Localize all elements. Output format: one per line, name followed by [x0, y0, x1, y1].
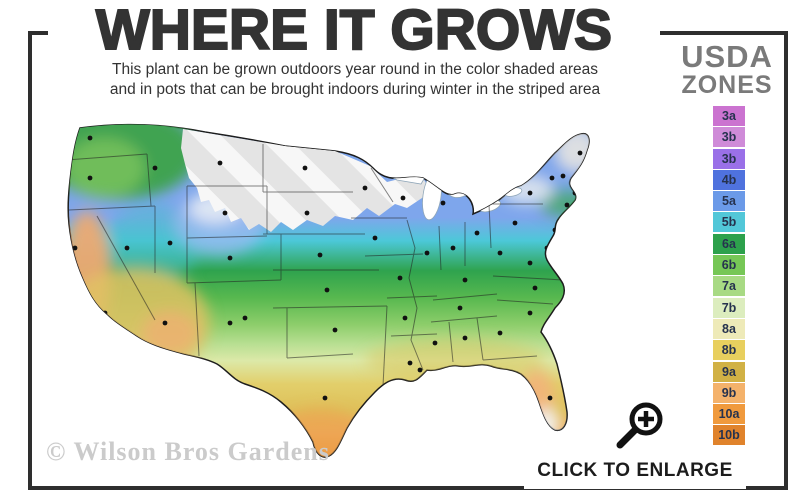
city-dot	[527, 260, 533, 266]
watermark: © Wilson Bros Gardens	[46, 437, 330, 466]
city-dot	[227, 255, 233, 261]
city-dot	[324, 287, 330, 293]
zone-chip-6b: 6b	[713, 255, 745, 276]
city-dot	[397, 275, 403, 281]
city-dot	[512, 220, 518, 226]
city-dot	[457, 305, 463, 311]
city-dot	[462, 335, 468, 341]
zone-chip-4b: 4b	[713, 169, 745, 190]
legend-title: USDA ZONES	[672, 39, 782, 99]
zone-chip-7b: 7b	[713, 297, 745, 318]
city-dot	[440, 200, 446, 206]
city-dot	[497, 330, 503, 336]
city-dot	[497, 250, 503, 256]
subtitle: This plant can be grown outdoors year ro…	[60, 60, 650, 100]
city-dot	[124, 245, 130, 251]
legend-title-usda: USDA	[681, 39, 773, 74]
zone-chip-3b: 3b	[713, 127, 745, 148]
city-dot	[474, 230, 480, 236]
subtitle-line-1: This plant can be grown outdoors year ro…	[112, 61, 598, 78]
legend-title-zones: ZONES	[681, 71, 773, 99]
city-dot	[564, 202, 570, 208]
city-dot	[152, 165, 158, 171]
zone-chip-5a: 5a	[713, 191, 745, 212]
zone-chip-7a: 7a	[713, 276, 745, 297]
city-dot	[167, 240, 173, 246]
zone-chip-9b: 9b	[713, 382, 745, 403]
city-dot	[227, 320, 233, 326]
city-dot	[527, 310, 533, 316]
zone-chip-3b: 3b	[713, 148, 745, 169]
us-zone-map[interactable]	[35, 108, 695, 476]
city-dot	[242, 315, 248, 321]
city-dot	[72, 245, 78, 251]
city-dot	[407, 360, 413, 366]
city-dot	[304, 210, 310, 216]
city-dot	[402, 315, 408, 321]
city-dot	[87, 135, 93, 141]
city-dot	[432, 340, 438, 346]
city-dot	[162, 320, 168, 326]
city-dot	[577, 150, 583, 156]
city-dot	[560, 173, 566, 179]
city-dot	[547, 395, 553, 401]
city-dot	[362, 185, 368, 191]
city-dot	[372, 235, 378, 241]
city-dot	[424, 250, 430, 256]
state-borders	[68, 144, 564, 387]
zone-chip-5b: 5b	[713, 212, 745, 233]
zone-chip-8a: 8a	[713, 318, 745, 339]
header: WHERE IT GROWS	[48, 0, 660, 60]
zone-chip-9a: 9a	[713, 361, 745, 382]
zone-chip-3a: 3a	[713, 106, 745, 126]
zone-chip-10b: 10b	[713, 425, 745, 446]
zone-color-regions	[68, 124, 590, 458]
enlarge-button[interactable]: CLICK TO ENLARGE	[524, 453, 746, 489]
city-dot	[462, 277, 468, 283]
usda-zone-legend: 3a 3b 3b 4b 5a 5b 6a 6b 7a 7b 8a 8b 9a 9b 10a 10b	[713, 106, 745, 447]
zone-chip-6a: 6a	[713, 233, 745, 254]
city-dot	[317, 252, 323, 258]
city-dot	[332, 327, 338, 333]
zone-chip-10a: 10a	[713, 404, 745, 425]
city-dot	[532, 285, 538, 291]
city-dot	[222, 210, 228, 216]
striped-indoor-area	[181, 129, 431, 232]
city-dot	[87, 175, 93, 181]
city-dot	[400, 195, 406, 201]
subtitle-line-2: and in pots that can be brought indoors …	[109, 81, 601, 98]
city-dot	[417, 367, 423, 373]
city-dot	[302, 165, 308, 171]
city-dot	[527, 190, 533, 196]
zone-chip-8b: 8b	[713, 340, 745, 361]
magnifier-zoom-icon[interactable]	[606, 398, 670, 456]
city-dot	[322, 395, 328, 401]
city-dots	[72, 135, 583, 401]
page-title: WHERE IT GROWS	[95, 0, 613, 62]
city-dot	[549, 175, 555, 181]
city-dot	[450, 245, 456, 251]
city-dot	[217, 160, 223, 166]
